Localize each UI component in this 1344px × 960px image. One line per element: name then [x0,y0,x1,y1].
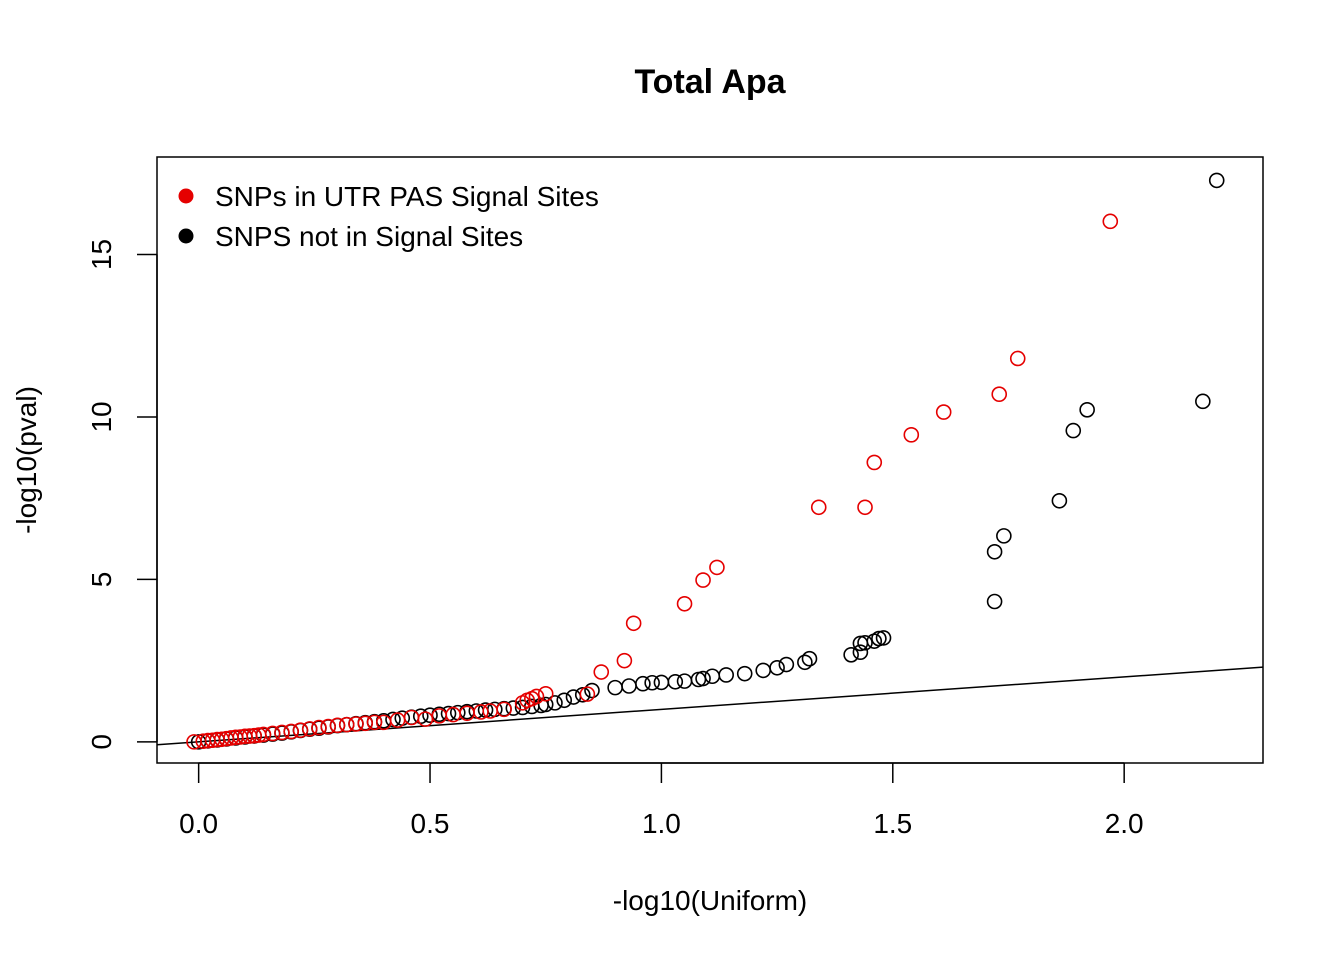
data-point [607,679,623,696]
data-point [496,701,512,718]
data-point [1009,350,1026,367]
data-points [186,172,1225,750]
data-point [320,718,337,735]
data-point [417,711,434,727]
data-point [473,704,489,720]
data-point [801,650,818,667]
y-tick-label: 0 [86,734,117,750]
data-point [695,572,711,588]
data-point [537,696,554,713]
y-axis: 0 5 10 15 [86,239,158,750]
data-point [264,725,281,742]
data-point [1051,492,1068,509]
data-point [903,427,920,443]
data-point [274,724,290,741]
data-point [852,644,869,660]
data-point [755,662,772,679]
data-point [769,659,785,676]
data-point [857,634,873,651]
data-point [676,595,693,612]
data-point [528,688,545,705]
data-point [644,674,660,691]
data-point [593,664,610,680]
data-point [875,630,892,646]
y-axis-label: -log10(pval) [11,386,42,534]
data-point [1079,401,1095,418]
data-point [616,652,633,669]
x-tick-label: 2.0 [1105,808,1144,839]
data-point [574,686,591,703]
data-point [676,673,693,689]
data-point [704,668,721,685]
data-point [348,716,364,732]
series-in-utr-pas-signal-sites [186,213,1119,750]
legend-label: SNPS not in Signal Sites [215,221,523,252]
data-point [996,528,1012,544]
x-tick-label: 0.5 [411,808,450,839]
data-point [246,727,262,744]
data-point [810,499,827,516]
data-point [422,707,438,724]
data-point [986,543,1003,560]
x-tick-label: 1.0 [642,808,681,839]
data-point [311,719,327,736]
chart-title: Total Apa [634,63,786,101]
data-point [871,630,887,647]
data-point [695,670,711,687]
data-point [565,689,582,705]
data-point [667,673,684,690]
data-point [584,682,600,699]
data-point [866,454,883,471]
legend-marker [178,188,194,204]
data-point [736,665,753,682]
data-point [778,656,795,673]
data-point [412,708,429,725]
data-point [1195,393,1211,410]
data-point [556,692,573,709]
data-point [935,404,952,420]
series-not-in-signal-sites [190,172,1225,750]
data-point [255,726,272,743]
data-point [357,715,374,732]
y-tick-label: 10 [86,401,117,432]
data-point [292,722,309,738]
legend-label: SNPs in UTR PAS Signal Sites [215,181,599,212]
data-point [547,695,563,711]
data-point [718,667,734,683]
y-tick-label: 5 [86,572,117,588]
data-point [403,709,420,726]
legend-marker [178,228,194,244]
data-point [843,646,859,663]
data-point [986,593,1003,610]
data-point [338,716,355,733]
x-axis-label: -log10(Uniform) [613,885,808,916]
data-point [1208,172,1225,189]
data-point [283,723,300,740]
x-axis: 0.0 0.5 1.0 1.5 2.0 [179,762,1144,839]
data-point [635,675,651,692]
legend: SNPs in UTR PAS Signal Sites SNPS not in … [178,181,599,252]
data-point [1065,422,1082,439]
data-point [301,721,318,737]
data-point [329,717,346,734]
data-point [625,615,642,632]
x-tick-label: 0.0 [179,808,218,839]
data-point [621,678,637,694]
data-point [385,711,401,728]
data-point [991,386,1008,403]
data-point [1102,213,1119,230]
data-point [505,700,522,716]
data-point [537,685,554,702]
data-point [653,674,670,691]
x-tick-label: 1.5 [873,808,912,839]
data-point [857,499,873,516]
y-tick-label: 15 [86,239,117,270]
data-point [579,686,596,702]
data-point [366,714,383,731]
data-point [709,559,725,576]
data-point [797,654,813,671]
